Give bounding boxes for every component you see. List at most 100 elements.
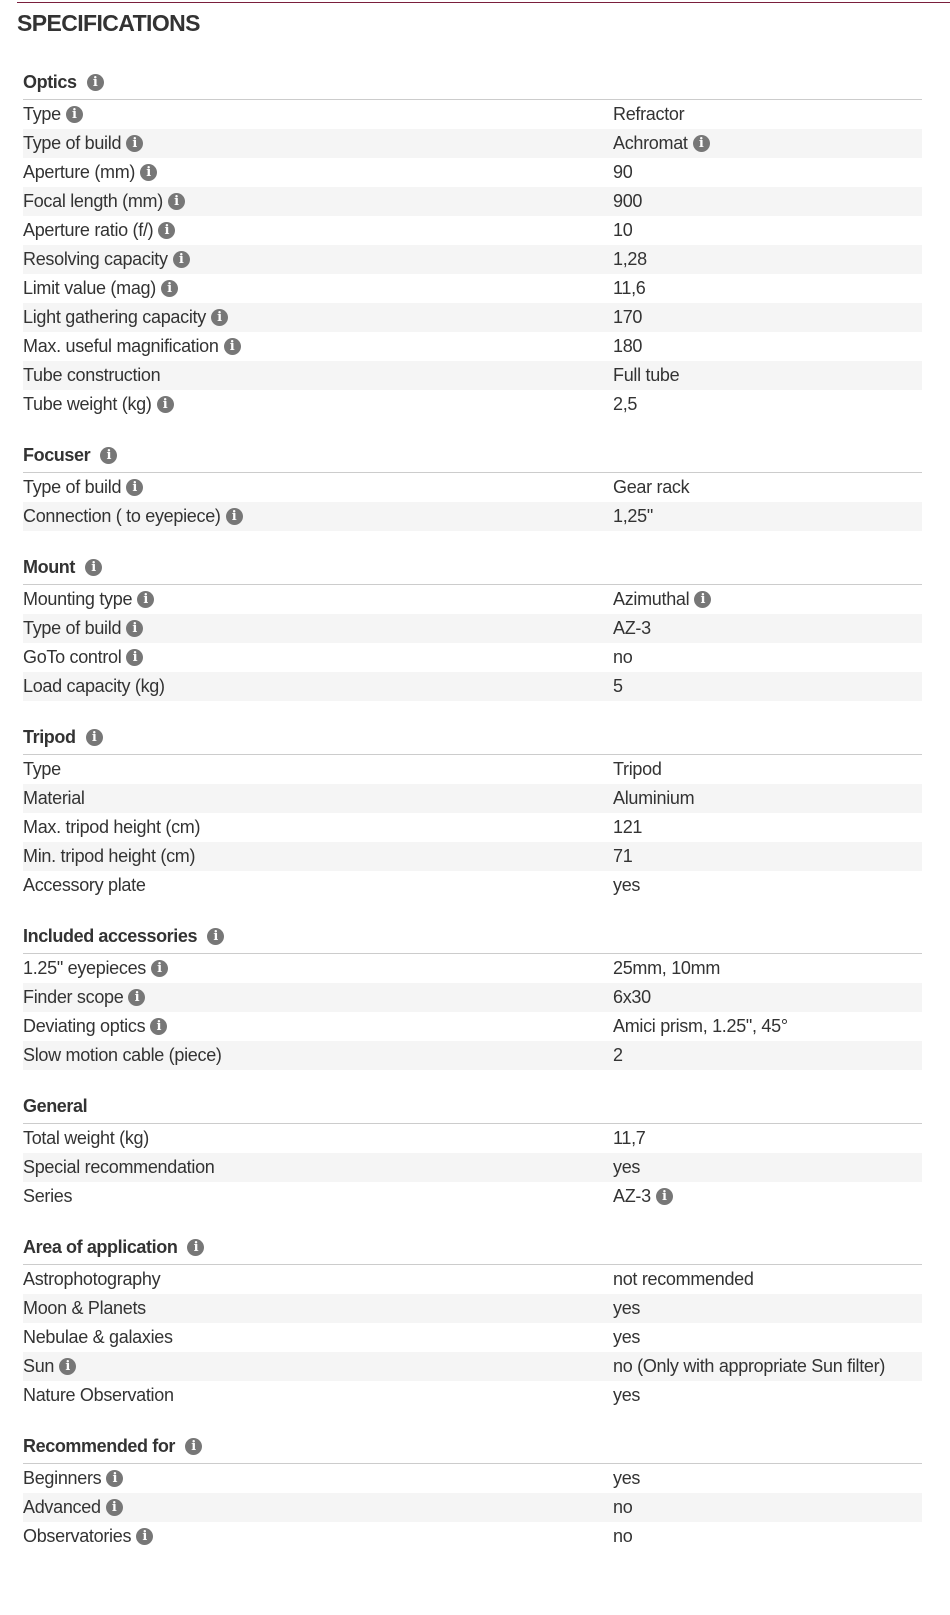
spec-label: Observatories (23, 1526, 132, 1546)
info-icon[interactable]: i (172, 251, 190, 268)
spec-row: Connection ( to eyepiece) i 1,25" (23, 502, 922, 531)
info-icon[interactable]: i (86, 74, 104, 91)
spec-label-cell: Series (23, 1186, 613, 1207)
spec-row: Type of build i Achromat i (23, 129, 922, 158)
info-icon[interactable]: i (106, 1470, 124, 1487)
spec-value-cell: yes (613, 1298, 640, 1319)
spec-label-cell: Advanced i (23, 1497, 613, 1518)
spec-row: Astrophotography not recommended (23, 1265, 922, 1294)
spec-row: Focal length (mm) i 900 (23, 187, 922, 216)
spec-row: Aperture (mm) i 90 (23, 158, 922, 187)
info-icon[interactable]: i (65, 106, 83, 123)
info-icon[interactable]: i (137, 591, 155, 608)
spec-label-cell: Aperture ratio (f/) i (23, 220, 613, 241)
spec-label-cell: Special recommendation (23, 1157, 613, 1178)
info-icon[interactable]: i (187, 1239, 205, 1256)
info-icon[interactable]: i (140, 164, 158, 181)
spec-value: Amici prism, 1.25", 45° (613, 1016, 788, 1036)
info-icon[interactable]: i (126, 620, 144, 637)
spec-label: Nebulae & galaxies (23, 1327, 173, 1347)
info-icon[interactable]: i (84, 559, 102, 576)
info-icon[interactable]: i (150, 960, 168, 977)
spec-value: 900 (613, 191, 643, 211)
section-rows: Type Tripod Material Aluminium Max. tripod h… (23, 755, 922, 900)
spec-label-cell: Accessory plate (23, 875, 613, 896)
spec-value: 11,7 (613, 1128, 646, 1148)
spec-value-cell: Tripod (613, 759, 662, 780)
spec-row: Finder scope i 6x30 (23, 983, 922, 1012)
spec-value: yes (613, 1385, 641, 1405)
spec-row: Type i Refractor (23, 100, 922, 129)
spec-value-cell: Refractor (613, 104, 685, 125)
info-icon[interactable]: i (207, 928, 225, 945)
info-icon[interactable]: i (158, 222, 176, 239)
spec-row: Load capacity (kg) 5 (23, 672, 922, 701)
spec-row: 1.25" eyepieces i 25mm, 10mm (23, 954, 922, 983)
spec-value-cell: 1,25" (613, 506, 653, 527)
spec-value-cell: not recommended (613, 1269, 754, 1290)
info-icon[interactable]: i (167, 193, 185, 210)
spec-value: 10 (613, 220, 633, 240)
info-icon[interactable]: i (105, 1499, 123, 1516)
spec-value: 71 (613, 846, 633, 866)
spec-value-cell: Azimuthal i (613, 589, 712, 610)
info-icon[interactable]: i (150, 1018, 168, 1035)
spec-value-cell: no (Only with appropriate Sun filter) (613, 1356, 885, 1377)
spec-value-cell: no (613, 1497, 633, 1518)
info-icon[interactable]: i (185, 1438, 203, 1455)
info-icon[interactable]: i (100, 447, 118, 464)
info-icon[interactable]: i (85, 729, 103, 746)
spec-value-cell: 170 (613, 307, 642, 328)
spec-value-cell: 2 (613, 1045, 623, 1066)
spec-value-cell: 180 (613, 336, 642, 357)
spec-label: Sun (23, 1356, 55, 1376)
info-icon[interactable]: i (210, 309, 228, 326)
info-icon[interactable]: i (223, 338, 241, 355)
spec-value-cell: yes (613, 1327, 640, 1348)
section-title: Area of application (23, 1237, 178, 1257)
info-icon[interactable]: i (160, 280, 178, 297)
spec-value: 1,28 (613, 249, 647, 269)
info-icon[interactable]: i (655, 1188, 673, 1205)
section-rows: Beginners i yes Advanced i no Observatories i no (23, 1464, 922, 1551)
spec-value-cell: yes (613, 1468, 640, 1489)
info-icon[interactable]: i (126, 649, 144, 666)
spec-value: 25mm, 10mm (613, 958, 721, 978)
spec-value: 11,6 (613, 278, 646, 298)
spec-label-cell: GoTo control i (23, 647, 613, 668)
spec-row: Observatories i no (23, 1522, 922, 1551)
info-icon[interactable]: i (692, 135, 710, 152)
spec-label-cell: Nebulae & galaxies (23, 1327, 613, 1348)
spec-row: Light gathering capacity i 170 (23, 303, 922, 332)
info-icon[interactable]: i (694, 591, 712, 608)
spec-value: 2,5 (613, 394, 638, 414)
spec-value: 2 (613, 1045, 623, 1065)
spec-row: Max. tripod height (cm) 121 (23, 813, 922, 842)
section-title: Recommended for (23, 1436, 176, 1456)
spec-row: Beginners i yes (23, 1464, 922, 1493)
section-header: Included accessories i (23, 920, 922, 954)
spec-value: AZ-3 (613, 1186, 651, 1206)
info-icon[interactable]: i (126, 479, 144, 496)
spec-label: Material (23, 788, 85, 808)
info-icon[interactable]: i (59, 1358, 77, 1375)
info-icon[interactable]: i (126, 135, 144, 152)
spec-label: Focal length (mm) (23, 191, 163, 211)
section-title: Mount (23, 557, 75, 577)
spec-value-cell: 900 (613, 191, 642, 212)
spec-value: Tripod (613, 759, 662, 779)
spec-value: yes (613, 1157, 641, 1177)
info-icon[interactable]: i (136, 1528, 154, 1545)
spec-value: 180 (613, 336, 643, 356)
spec-label: Tube weight (kg) (23, 394, 152, 414)
info-icon[interactable]: i (156, 396, 174, 413)
spec-value-cell: 25mm, 10mm (613, 958, 720, 979)
section-title: Optics (23, 72, 77, 92)
spec-label: Type of build (23, 133, 122, 153)
page-title: SPECIFICATIONS (17, 10, 200, 36)
spec-label-cell: Tube weight (kg) i (23, 394, 613, 415)
info-icon[interactable]: i (128, 989, 146, 1006)
spec-value-cell: AZ-3 i (613, 1186, 673, 1207)
info-icon[interactable]: i (225, 508, 243, 525)
spec-label: Aperture (mm) (23, 162, 136, 182)
